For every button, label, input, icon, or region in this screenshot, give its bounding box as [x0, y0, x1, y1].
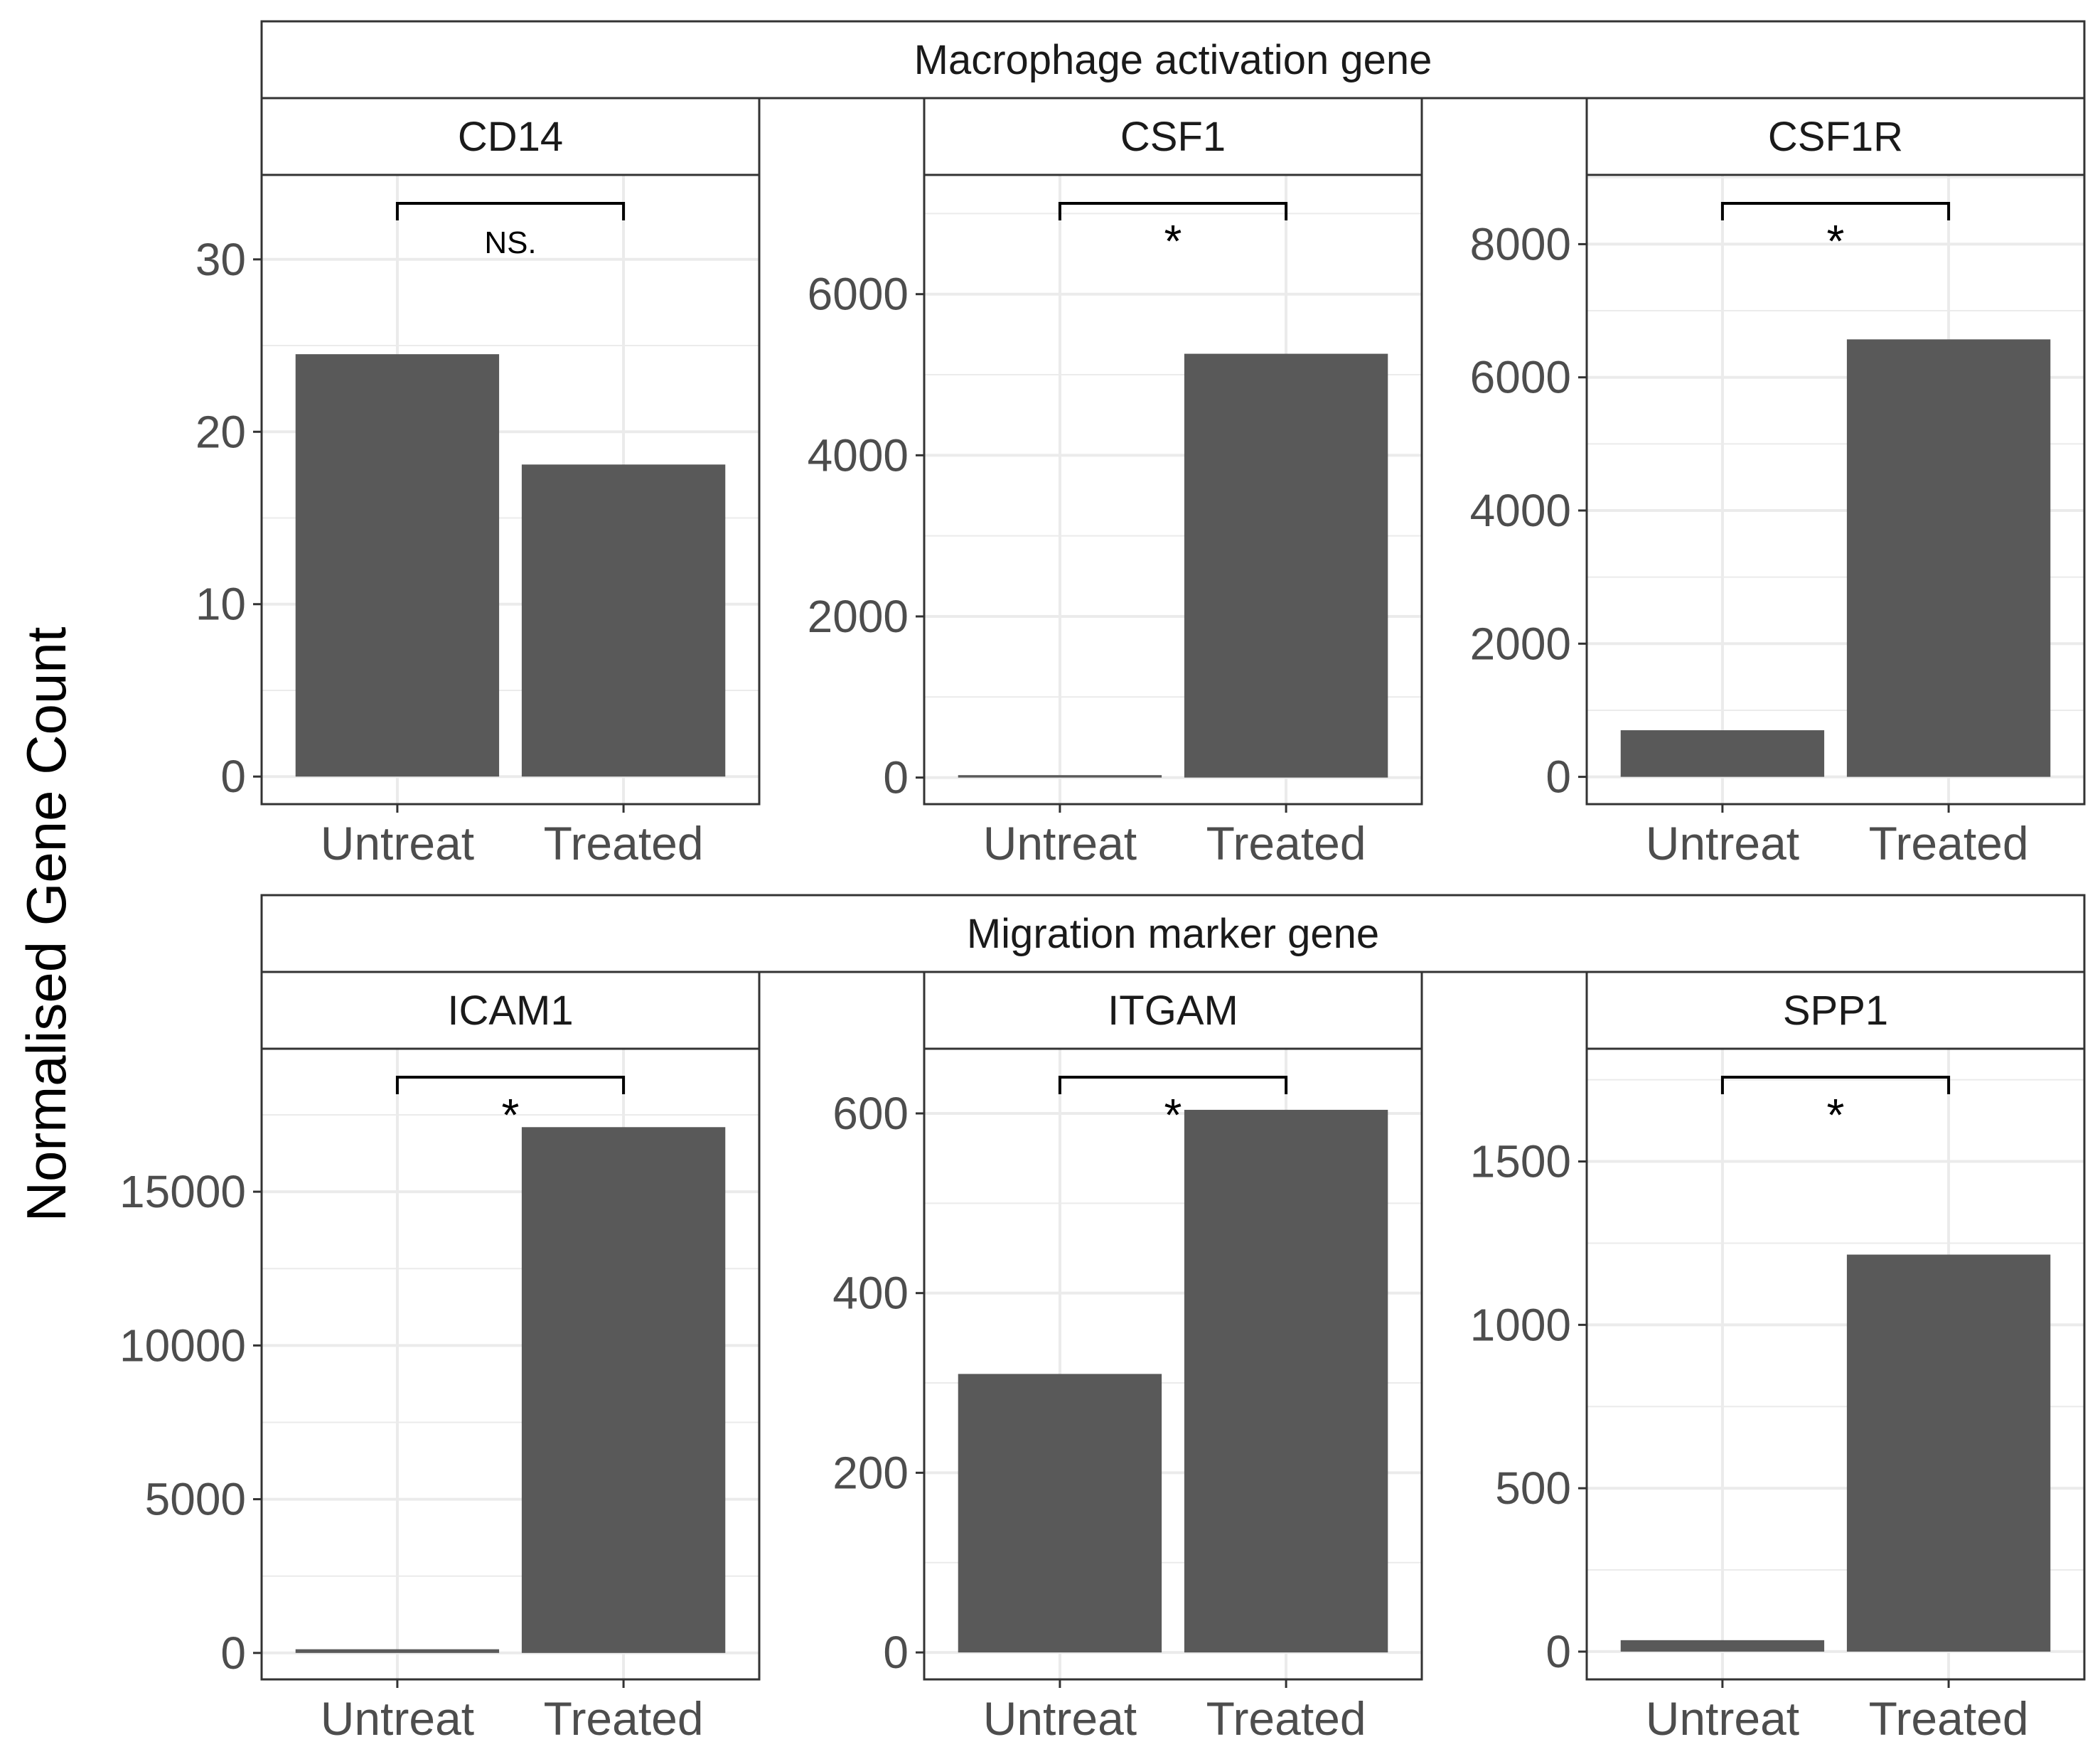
panel-icam1: ICAM1 * 0 5000 10000 15000 Untreat Treated: [119, 971, 761, 1745]
y-tick-label: 6000: [1470, 352, 1571, 403]
y-axis-label: Normalised Gene Count: [15, 626, 77, 1222]
y-tick-label: 1500: [1470, 1136, 1571, 1187]
strip-csf1r: CSF1R: [1768, 114, 1903, 160]
significance-bracket: [395, 1076, 626, 1094]
panel-itgam: ITGAM * 0 200 400 600 Untreat Treated: [832, 971, 1423, 1745]
x-tick-label-treated: Treated: [544, 817, 704, 870]
strip-icam1: ICAM1: [447, 988, 573, 1034]
y-tick-label: 500: [1495, 1463, 1571, 1514]
y-tick-label: 600: [832, 1088, 909, 1139]
panel-border: [260, 173, 761, 806]
x-tick-label-untreat: Untreat: [1646, 1692, 1799, 1745]
y-tick-label: 15000: [119, 1166, 246, 1217]
group-header-migration-marker-gene: Migration marker gene: [967, 911, 1379, 957]
y-tick-label: 0: [883, 752, 909, 803]
bar-treated: [521, 1127, 726, 1653]
significance-label: *: [1164, 1089, 1182, 1140]
x-tick-label-untreat: Untreat: [1646, 817, 1799, 870]
panel-border: [260, 1047, 761, 1681]
y-tick-label: 4000: [808, 429, 909, 481]
significance-label: *: [1827, 1089, 1845, 1140]
significance-label: *: [1164, 215, 1182, 267]
x-tick-label-treated: Treated: [544, 1692, 704, 1745]
bar-untreat: [958, 1374, 1162, 1653]
x-tick-label-untreat: Untreat: [321, 817, 474, 870]
bar-treated: [1846, 1254, 2051, 1652]
x-tick-label-treated: Treated: [1206, 1692, 1366, 1745]
bar-treated: [1846, 339, 2051, 777]
x-tick-label-treated: Treated: [1869, 1692, 2029, 1745]
bar-untreat: [958, 775, 1162, 778]
y-tick-label: 10: [195, 579, 246, 630]
x-tick-label-untreat: Untreat: [983, 817, 1137, 870]
significance-label: *: [502, 1089, 520, 1140]
x-tick-label-treated: Treated: [1206, 817, 1366, 870]
y-tick-label: 6000: [808, 269, 909, 320]
strip-header-box: [923, 971, 1423, 1050]
strip-csf1: CSF1: [1120, 114, 1226, 160]
panel-border: [923, 1047, 1423, 1681]
panel-border: [1585, 173, 2086, 806]
y-tick-label: 10000: [119, 1320, 246, 1371]
significance-bracket: [1720, 202, 1951, 220]
significance-label: NS.: [484, 225, 536, 260]
bar-untreat: [1620, 1640, 1825, 1652]
strip-header-box: [923, 97, 1423, 176]
panel-csf1r: CSF1R * 0 2000 4000 6000 8000 Untreat Treated: [1470, 97, 2086, 870]
group-header-box: [260, 894, 2086, 973]
y-tick-label: 200: [832, 1447, 909, 1498]
strip-cd14: CD14: [458, 114, 563, 160]
y-tick-label: 2000: [1470, 618, 1571, 669]
y-tick-label: 30: [195, 234, 246, 285]
y-tick-label: 0: [883, 1627, 909, 1678]
y-tick-label: 2000: [808, 591, 909, 642]
significance-bracket: [1058, 202, 1288, 220]
bar-treated: [1184, 353, 1388, 778]
significance-bracket: [1720, 1076, 1951, 1094]
strip-header-box: [1585, 971, 2086, 1050]
y-tick-label: 0: [220, 751, 246, 802]
y-tick-label: 8000: [1470, 218, 1571, 269]
y-tick-label: 5000: [145, 1474, 246, 1525]
y-tick-label: 4000: [1470, 485, 1571, 536]
panel-cd14: CD14 NS. 0 10 20 30 Untreat Treated: [195, 97, 761, 870]
strip-spp1: SPP1: [1783, 988, 1888, 1034]
x-tick-label-untreat: Untreat: [983, 1692, 1137, 1745]
y-tick-label: 1000: [1470, 1299, 1571, 1350]
significance-label: *: [1827, 215, 1845, 267]
bar-treated: [1184, 1109, 1388, 1653]
bar-treated: [521, 464, 726, 777]
y-tick-label: 0: [1545, 752, 1571, 803]
group-header-macrophage-activation-gene: Macrophage activation gene: [914, 37, 1432, 83]
panel-border: [1585, 1047, 2086, 1681]
group-header-box: [260, 20, 2086, 100]
panel-spp1: SPP1 * 0 500 1000 1500 Untreat Treated: [1470, 971, 2086, 1745]
y-tick-label: 0: [220, 1627, 246, 1679]
x-tick-label-treated: Treated: [1869, 817, 2029, 870]
panel-csf1: CSF1 * 0 2000 4000 6000 Untreat Treated: [808, 97, 1423, 870]
significance-bracket: [395, 202, 626, 220]
y-tick-label: 0: [1545, 1626, 1571, 1677]
panels: Macrophage activation gene Migration mark…: [119, 20, 2086, 1745]
bar-untreat: [295, 1649, 500, 1653]
panel-border: [923, 173, 1423, 806]
y-tick-label: 20: [195, 406, 246, 457]
strip-itgam: ITGAM: [1108, 988, 1238, 1034]
y-tick-label: 400: [832, 1268, 909, 1319]
bar-untreat: [1620, 730, 1825, 777]
significance-bracket: [1058, 1076, 1288, 1094]
bar-untreat: [295, 354, 500, 777]
x-tick-label-untreat: Untreat: [321, 1692, 474, 1745]
